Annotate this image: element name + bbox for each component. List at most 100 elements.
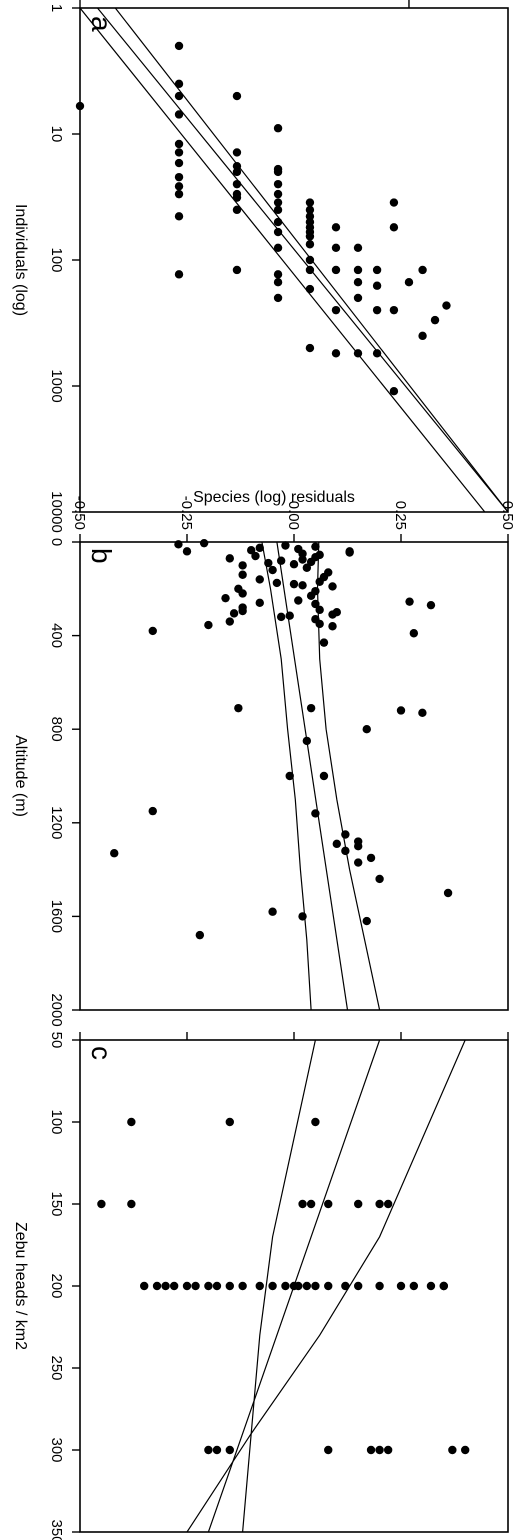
panel-a: 110100100010000110Individuals (log)Speci… xyxy=(12,0,509,533)
data-point xyxy=(442,301,451,310)
data-point xyxy=(174,172,184,182)
data-point xyxy=(372,265,382,275)
data-point xyxy=(289,560,299,569)
data-point xyxy=(409,1281,419,1291)
data-point xyxy=(174,139,184,149)
data-point xyxy=(238,570,247,579)
x-tick-label: 200 xyxy=(48,1273,65,1298)
data-point xyxy=(324,1445,333,1455)
data-point xyxy=(298,912,307,921)
data-point xyxy=(328,622,337,631)
y-axis-label: Species (log) residuals xyxy=(193,489,355,506)
data-point xyxy=(366,1445,376,1455)
data-point xyxy=(169,1281,179,1291)
data-point xyxy=(110,849,119,858)
data-point xyxy=(331,243,341,252)
data-point xyxy=(305,198,315,207)
data-point xyxy=(315,577,324,586)
data-point xyxy=(341,846,350,856)
data-point xyxy=(389,387,399,396)
data-point xyxy=(289,579,299,589)
fit-line xyxy=(186,1040,466,1532)
fit-line xyxy=(261,542,312,1010)
x-axis-label: Individuals (log) xyxy=(12,204,29,316)
data-point xyxy=(298,555,307,564)
data-point xyxy=(281,541,290,550)
data-point xyxy=(174,182,184,191)
plot-frame xyxy=(79,7,509,513)
fit-line xyxy=(80,8,486,512)
x-tick-label: 150 xyxy=(48,1191,65,1216)
data-point xyxy=(97,1199,106,1209)
panel-label: c xyxy=(86,1046,117,1060)
x-tick-label: 250 xyxy=(48,1355,65,1380)
data-point xyxy=(426,600,436,610)
data-point xyxy=(328,582,337,591)
data-point xyxy=(229,609,239,618)
data-point xyxy=(353,858,363,867)
data-point xyxy=(302,736,312,746)
data-point xyxy=(152,1281,162,1291)
data-point xyxy=(127,1199,136,1209)
data-point xyxy=(353,349,363,358)
x-tick-label: 1600 xyxy=(48,900,65,933)
data-point xyxy=(372,349,382,358)
data-point xyxy=(448,1445,457,1455)
data-point xyxy=(353,1281,363,1291)
data-point xyxy=(140,1281,149,1291)
data-point xyxy=(195,930,205,940)
data-point xyxy=(324,1281,333,1291)
data-point xyxy=(426,1281,436,1291)
data-point xyxy=(232,167,242,177)
data-point xyxy=(268,565,277,575)
data-point xyxy=(389,305,399,315)
data-point xyxy=(353,277,363,287)
data-point xyxy=(199,538,209,548)
data-point xyxy=(148,806,157,816)
x-axis-label: Altitude (m) xyxy=(12,735,29,817)
data-point xyxy=(353,1199,363,1209)
data-point xyxy=(375,1445,384,1455)
x-tick-label: 100 xyxy=(48,1109,65,1134)
data-point xyxy=(212,1445,222,1455)
data-point xyxy=(225,1117,234,1127)
x-tick-label: 300 xyxy=(48,1437,65,1462)
data-point xyxy=(273,198,283,207)
data-point xyxy=(225,554,234,563)
data-point xyxy=(305,255,315,265)
data-point xyxy=(362,916,371,926)
data-point xyxy=(232,193,242,202)
data-point xyxy=(221,593,230,603)
data-point xyxy=(247,545,256,555)
data-point xyxy=(315,619,324,629)
data-point xyxy=(225,1281,234,1291)
data-point xyxy=(285,771,294,781)
data-point xyxy=(238,1281,247,1291)
fit-line xyxy=(316,542,381,1010)
data-point xyxy=(204,620,213,630)
data-point xyxy=(273,227,283,237)
data-point xyxy=(298,549,307,558)
data-point xyxy=(375,1281,384,1291)
data-point xyxy=(148,626,157,636)
data-point xyxy=(238,606,247,616)
data-point xyxy=(174,79,184,89)
data-point xyxy=(430,315,440,325)
data-point xyxy=(174,270,184,279)
data-point xyxy=(255,575,264,584)
data-point xyxy=(324,1199,333,1209)
data-point xyxy=(232,91,242,101)
data-point xyxy=(302,563,312,572)
data-point xyxy=(204,1281,213,1291)
data-point xyxy=(306,703,316,713)
data-point xyxy=(311,599,320,609)
data-point xyxy=(232,265,242,275)
data-point xyxy=(225,1445,234,1455)
data-point xyxy=(268,907,277,916)
data-point xyxy=(305,265,315,275)
data-point xyxy=(331,223,341,232)
data-point xyxy=(353,293,363,303)
data-point xyxy=(315,605,324,615)
data-point xyxy=(225,617,234,626)
